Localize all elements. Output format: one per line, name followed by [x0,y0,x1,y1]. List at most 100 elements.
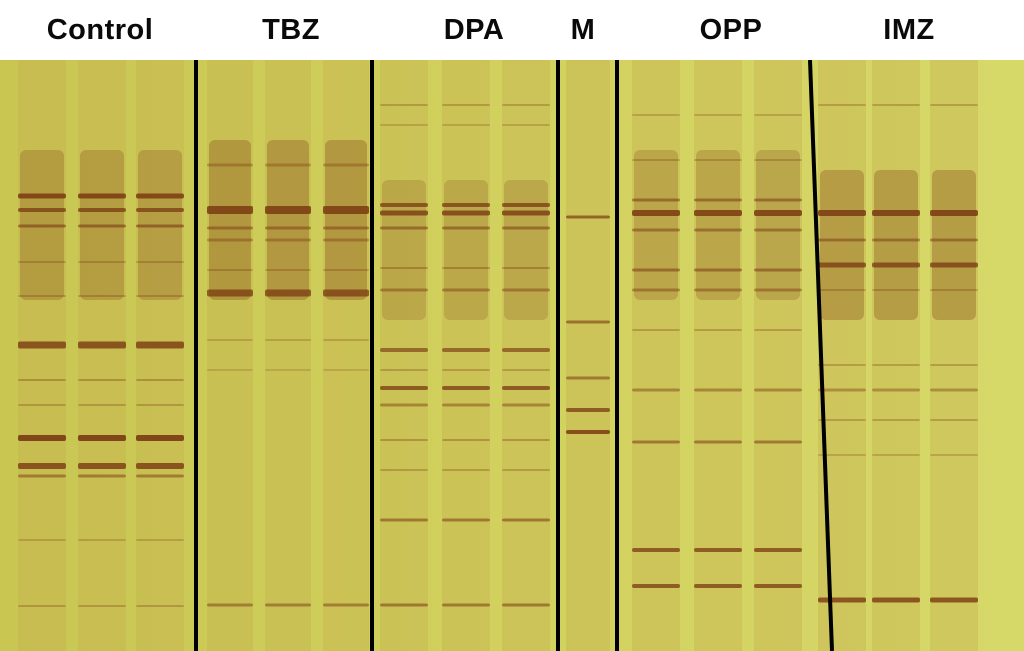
gel-band [502,124,550,126]
gel-band [136,474,184,478]
gel-band [380,369,428,371]
gel-band [380,403,428,407]
gel-band [754,210,802,216]
gel-band [442,348,490,352]
gel-band [442,124,490,126]
gel-band [207,369,253,371]
gel-band [380,203,428,207]
gel-lane [632,60,680,651]
gel-band [930,388,978,392]
gel-band [18,463,66,469]
gel-band [930,238,978,242]
label-imz: IMZ [883,14,935,46]
gel-lane [566,60,610,651]
gel-band [930,289,978,291]
gel-band [380,469,428,471]
gel-smear [634,150,678,300]
gel-band [207,339,253,341]
gel-band [502,403,550,407]
gel-band [442,267,490,269]
gel-band [323,226,369,230]
gel-band [442,386,490,390]
gel-band [694,548,742,552]
gel-band [502,226,550,230]
gel-band [207,269,253,271]
gel-band [136,341,184,349]
gel-smear [444,180,488,320]
gel-band [442,369,490,371]
gel-band [136,208,184,212]
gel-band [632,288,680,292]
gel-band [442,603,490,607]
gel-lane [323,60,369,651]
gel-band [380,603,428,607]
gel-smear [820,170,864,320]
gel-band [207,226,253,230]
gel-band [872,289,920,291]
gel-band [78,261,126,263]
gel-band [380,210,428,216]
gel-smear [325,140,367,300]
gel-band [442,203,490,207]
gel-band [442,210,490,216]
gel-band [78,193,126,199]
gel-band [694,329,742,331]
gel-band [694,288,742,292]
gel-band [265,238,311,242]
gel-band [872,210,920,216]
gel-band [136,605,184,607]
gel-band [502,267,550,269]
gel-band [632,440,680,444]
gel-band [694,210,742,216]
gel-band [632,159,680,161]
gel-band [632,210,680,216]
gel-band [632,268,680,272]
gel-band [566,408,610,412]
gel-smear [874,170,918,320]
gel-band [18,605,66,607]
gel-band [872,364,920,366]
gel-band [502,518,550,522]
gel-band [818,104,866,106]
gel-band [566,215,610,219]
gel-image [0,60,1024,651]
gel-band [18,474,66,478]
gel-band [265,339,311,341]
gel-band [207,603,253,607]
gel-band [754,114,802,116]
gel-smear [267,140,309,300]
gel-band [323,163,369,167]
gel-band [380,348,428,352]
gel-band [872,262,920,268]
gel-band [632,228,680,232]
gel-band [502,288,550,292]
gel-band [380,226,428,230]
gel-band [754,388,802,392]
gel-band [872,597,920,603]
gel-band [78,379,126,381]
gel-band [754,329,802,331]
gel-band [323,238,369,242]
gel-band [502,603,550,607]
gel-band [694,440,742,444]
gel-band [566,320,610,324]
gel-band [632,329,680,331]
gel-band [18,261,66,263]
gel-band [323,289,369,297]
gel-band [632,388,680,392]
gel-lane [818,60,866,651]
gel-band [502,348,550,352]
gel-band [754,440,802,444]
gel-band [442,104,490,106]
gel-smear [932,170,976,320]
gel-band [265,206,311,214]
gel-band [872,419,920,421]
gel-band [136,404,184,406]
gel-smear [382,180,426,320]
gel-lane [754,60,802,651]
gel-band [207,163,253,167]
gel-lane [930,60,978,651]
gel-band [694,114,742,116]
gel-band [380,104,428,106]
gel-band [818,289,866,291]
